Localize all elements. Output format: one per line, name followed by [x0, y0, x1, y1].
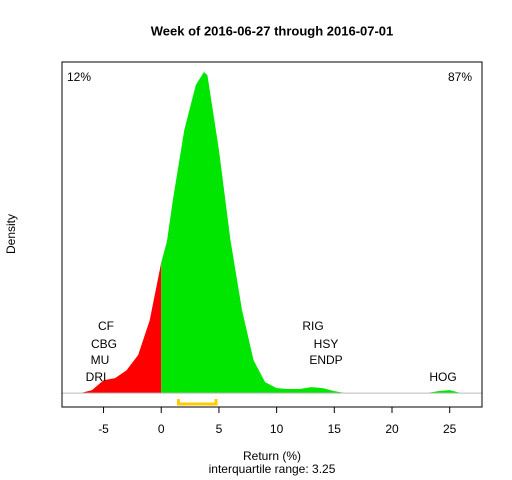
left-share: 12% [67, 70, 91, 84]
x-tick-label: 15 [328, 422, 342, 436]
y-axis-label: Density [4, 214, 18, 254]
annotation: CF [98, 319, 114, 333]
annotation: HSY [314, 337, 339, 351]
x-tick-label: 10 [270, 422, 284, 436]
x-axis-label: Return (%) [243, 449, 301, 463]
iqr-bracket [177, 399, 218, 406]
annotation: ENDP [309, 353, 342, 367]
right-area [161, 72, 462, 394]
x-tick-label: -5 [98, 422, 109, 436]
x-tick-label: 5 [216, 422, 223, 436]
annotation: HOG [429, 370, 456, 384]
chart-title: Week of 2016-06-27 through 2016-07-01 [151, 23, 394, 38]
annotation: CBG [91, 337, 117, 351]
annotation: DRI [86, 370, 107, 384]
subtitle: interquartile range: 3.25 [209, 462, 336, 476]
x-tick-label: 0 [158, 422, 165, 436]
right-share: 87% [448, 70, 472, 84]
annotation: RIG [302, 319, 323, 333]
annotation: MU [91, 353, 110, 367]
x-tick-label: 25 [443, 422, 457, 436]
left-area [80, 262, 162, 394]
x-tick-label: 20 [385, 422, 399, 436]
plot-frame [61, 61, 483, 408]
